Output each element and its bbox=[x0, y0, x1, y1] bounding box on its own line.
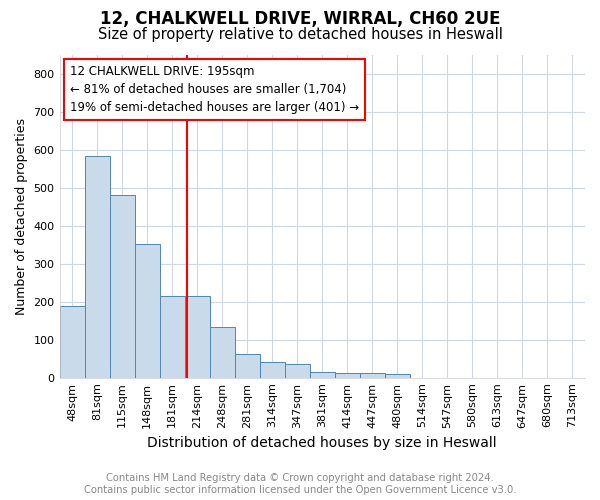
Y-axis label: Number of detached properties: Number of detached properties bbox=[15, 118, 28, 315]
Bar bbox=[385, 374, 410, 378]
Bar bbox=[260, 362, 285, 378]
Bar bbox=[235, 354, 260, 378]
Bar bbox=[360, 372, 385, 378]
Bar bbox=[134, 244, 160, 378]
Bar bbox=[335, 373, 360, 378]
Text: Size of property relative to detached houses in Heswall: Size of property relative to detached ho… bbox=[98, 28, 502, 42]
Bar bbox=[285, 364, 310, 378]
Bar bbox=[209, 327, 235, 378]
Bar bbox=[59, 306, 85, 378]
Text: Contains HM Land Registry data © Crown copyright and database right 2024.
Contai: Contains HM Land Registry data © Crown c… bbox=[84, 474, 516, 495]
Bar bbox=[85, 156, 110, 378]
X-axis label: Distribution of detached houses by size in Heswall: Distribution of detached houses by size … bbox=[148, 436, 497, 450]
Text: 12 CHALKWELL DRIVE: 195sqm
← 81% of detached houses are smaller (1,704)
19% of s: 12 CHALKWELL DRIVE: 195sqm ← 81% of deta… bbox=[70, 64, 359, 114]
Text: 12, CHALKWELL DRIVE, WIRRAL, CH60 2UE: 12, CHALKWELL DRIVE, WIRRAL, CH60 2UE bbox=[100, 10, 500, 28]
Bar bbox=[160, 296, 185, 378]
Bar bbox=[310, 372, 335, 378]
Bar bbox=[185, 296, 209, 378]
Bar bbox=[110, 196, 134, 378]
